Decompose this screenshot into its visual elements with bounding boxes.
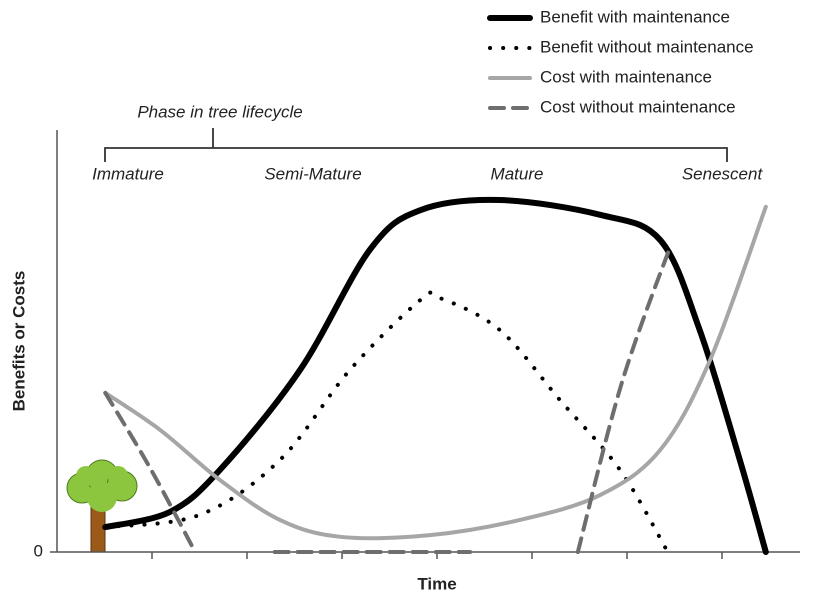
phase-label: Immature (92, 164, 164, 183)
phase-label: Semi-Mature (264, 164, 361, 183)
legend-label: Cost with maintenance (540, 67, 712, 86)
y-axis-label: Benefits or Costs (9, 271, 28, 412)
series-line (105, 293, 667, 552)
phase-title: Phase in tree lifecycle (137, 102, 302, 121)
x-axis-label: Time (417, 574, 456, 593)
chart: Phase in tree lifecycle Time Benefits or… (0, 0, 827, 598)
y-tick-label: 0 (34, 541, 43, 560)
phase-label: Mature (491, 164, 544, 183)
legend-label: Benefit with maintenance (540, 7, 730, 26)
phase-label: Senescent (682, 164, 764, 183)
legend-label: Benefit without maintenance (540, 37, 754, 56)
phase-bracket (105, 128, 727, 162)
series-line (105, 245, 670, 552)
tree-icon (67, 460, 137, 552)
legend-label: Cost without maintenance (540, 97, 736, 116)
